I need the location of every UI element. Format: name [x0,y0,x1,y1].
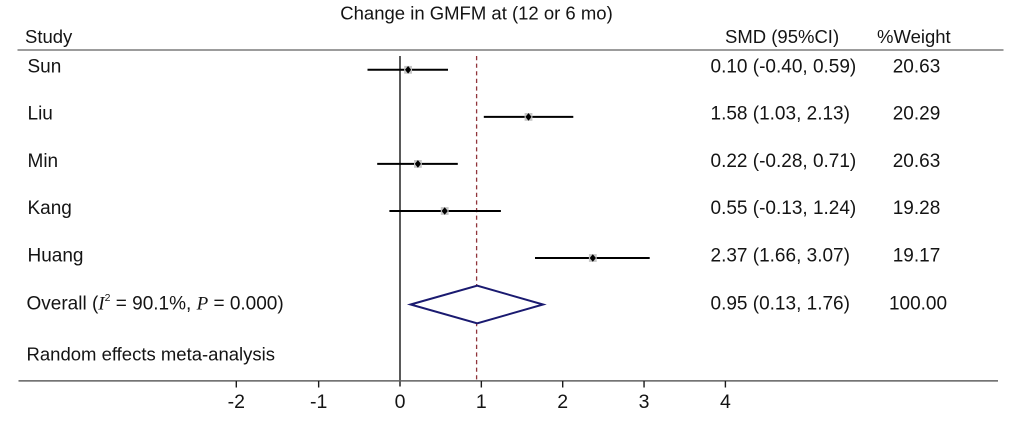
svg-text:19.17: 19.17 [893,246,941,267]
svg-text:Liu: Liu [28,104,53,125]
svg-text:3: 3 [639,391,650,413]
svg-text:1: 1 [476,391,487,413]
svg-text:20.29: 20.29 [893,104,941,125]
svg-text:0.22 (-0.28, 0.71): 0.22 (-0.28, 0.71) [711,151,857,172]
svg-text:2.37 (1.66, 3.07): 2.37 (1.66, 3.07) [711,246,850,267]
svg-text:Sun: Sun [28,57,62,78]
svg-text:20.63: 20.63 [893,151,941,172]
svg-text:Change in GMFM at (12 or 6 mo): Change in GMFM at (12 or 6 mo) [340,3,612,24]
svg-text:19.28: 19.28 [893,198,941,219]
svg-text:Overall (I2 = 90.1%, P = 0.000: Overall (I2 = 90.1%, P = 0.000) [27,292,284,315]
svg-text:4: 4 [720,391,731,413]
svg-text:Huang: Huang [28,246,84,267]
svg-text:20.63: 20.63 [893,57,941,78]
svg-text:Study: Study [25,26,73,47]
svg-text:Kang: Kang [28,198,72,219]
svg-text:-1: -1 [310,391,327,413]
svg-text:-2: -2 [228,391,245,413]
svg-text:0.55 (-0.13, 1.24): 0.55 (-0.13, 1.24) [711,198,857,219]
svg-text:%Weight: %Weight [877,26,951,47]
svg-text:0: 0 [395,391,406,413]
svg-text:SMD (95%CI): SMD (95%CI) [725,26,839,47]
svg-text:Min: Min [28,151,59,172]
svg-text:0.95 (0.13, 1.76): 0.95 (0.13, 1.76) [711,294,850,315]
svg-text:Random effects meta-analysis: Random effects meta-analysis [27,344,276,365]
svg-text:1.58 (1.03, 2.13): 1.58 (1.03, 2.13) [711,104,850,125]
svg-text:100.00: 100.00 [889,294,947,315]
svg-text:2: 2 [557,391,568,413]
svg-text:0.10 (-0.40, 0.59): 0.10 (-0.40, 0.59) [711,57,857,78]
